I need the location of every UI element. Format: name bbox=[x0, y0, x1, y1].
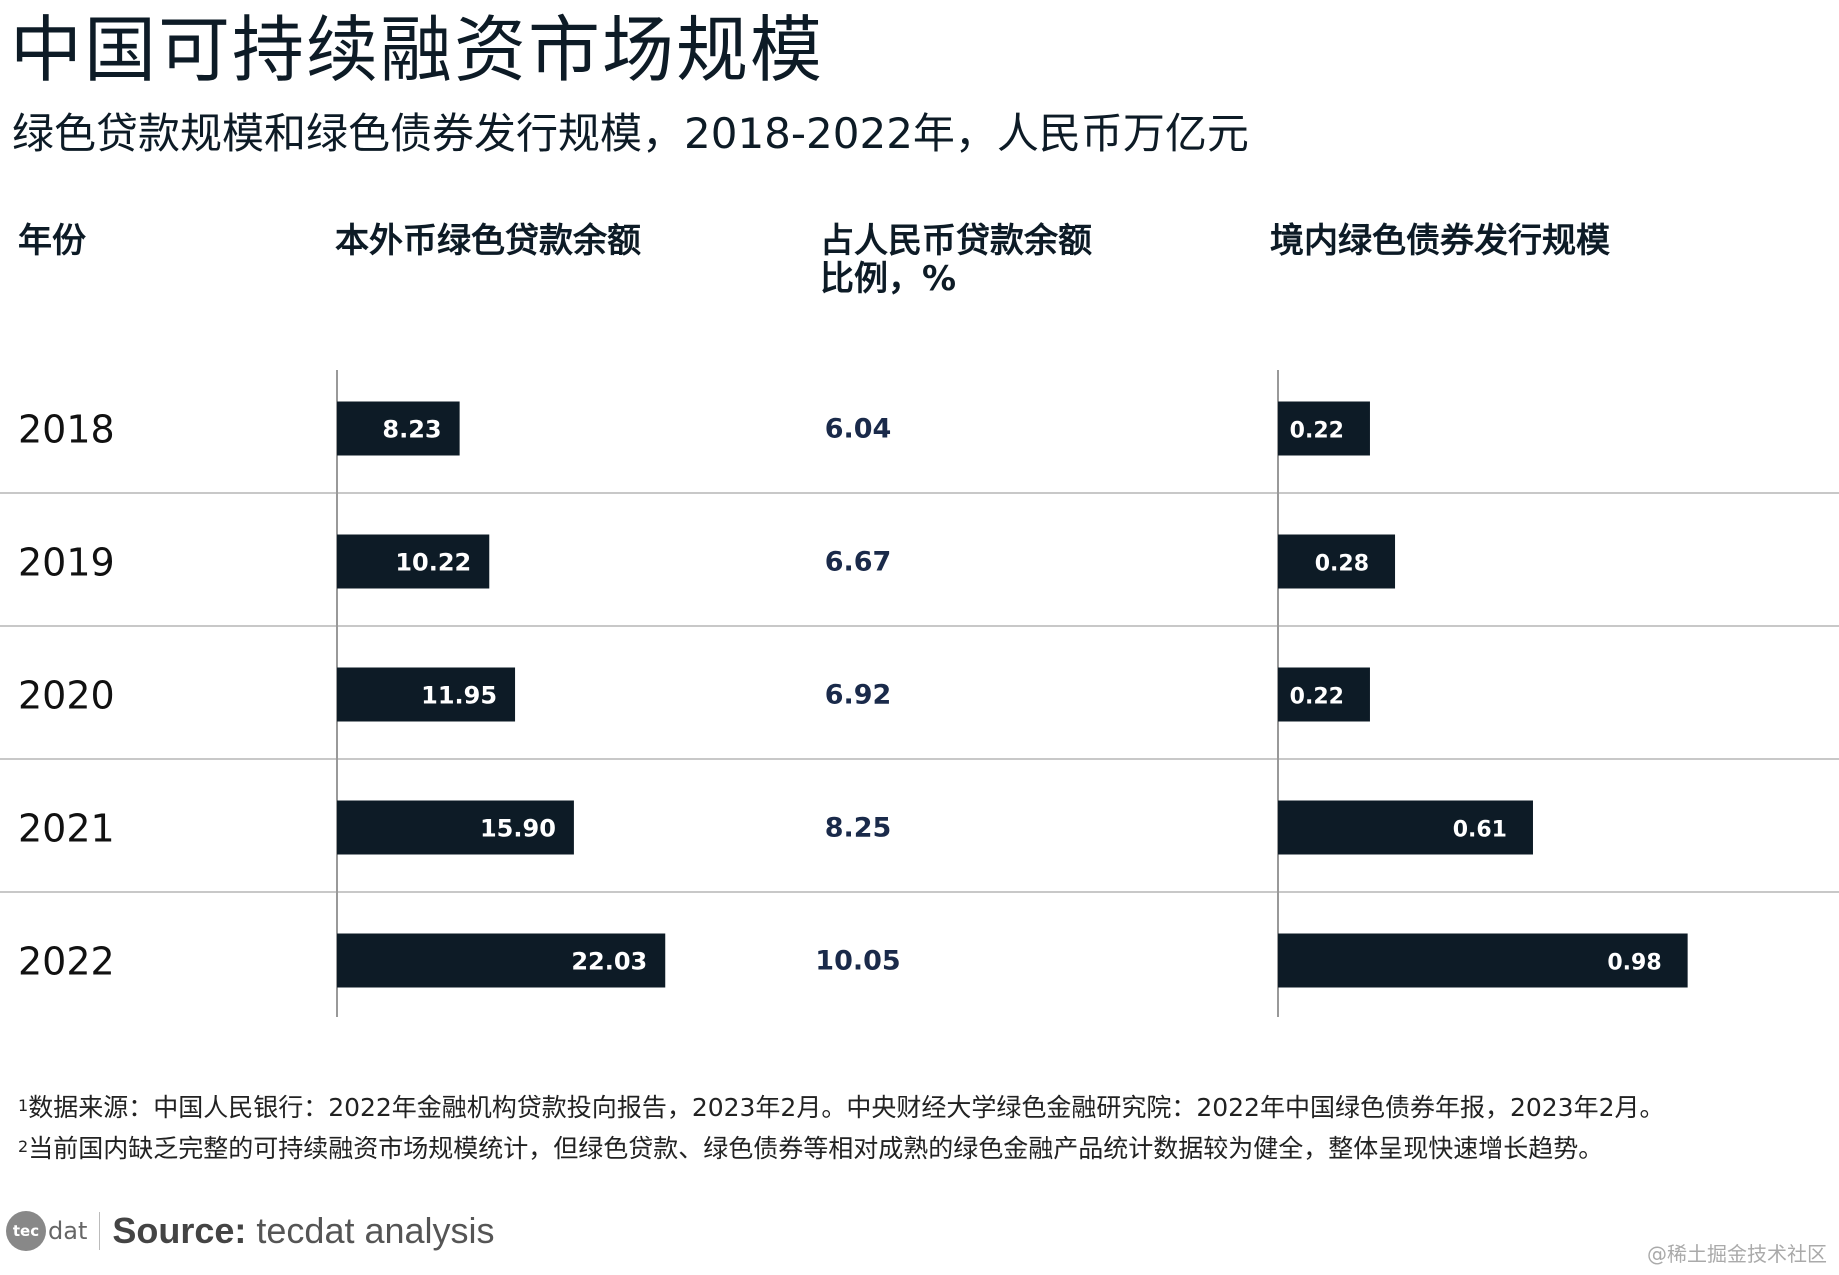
loan-bar bbox=[337, 800, 574, 855]
source-line: tec dat Source: tecdat analysis bbox=[6, 1208, 495, 1254]
footnote-2-mark: 2 bbox=[18, 1137, 29, 1156]
chart-subtitle: 绿色贷款规模和绿色债券发行规模，2018-2022年，人民币万亿元 bbox=[12, 109, 1249, 158]
ratio-value: 10.05 bbox=[815, 946, 900, 977]
ratio-value: 6.04 bbox=[825, 414, 892, 445]
chart-area: 2018 8.23 6.04 0.22 2019 10.22 6.67 0.28 2020 11.… bbox=[0, 360, 1839, 1036]
bond-bar-label: 0.22 bbox=[1290, 419, 1344, 444]
footnote-2: 2当前国内缺乏完整的可持续融资市场规模统计，但绿色贷款、绿色债券等相对成熟的绿色… bbox=[18, 1134, 1603, 1164]
ratio-value: 6.67 bbox=[825, 547, 892, 578]
bond-bar bbox=[1278, 667, 1370, 722]
header-bonds: 境内绿色债券发行规模 bbox=[1270, 221, 1610, 261]
header-year: 年份 bbox=[18, 221, 86, 261]
loan-bar bbox=[337, 667, 516, 722]
ratio-value: 6.92 bbox=[825, 680, 892, 711]
bond-bar bbox=[1278, 933, 1688, 988]
bond-bar-label: 0.22 bbox=[1290, 685, 1344, 710]
ratio-value: 8.25 bbox=[825, 813, 892, 844]
watermark: @稀土掘金技术社区 bbox=[1647, 1242, 1827, 1266]
year-label: 2018 bbox=[18, 408, 115, 452]
bond-bar bbox=[1278, 401, 1370, 456]
bond-bar bbox=[1278, 534, 1396, 589]
source-value: tecdat analysis bbox=[256, 1210, 495, 1251]
source-label: Source: bbox=[112, 1210, 247, 1251]
loan-bar-label: 10.22 bbox=[395, 549, 471, 577]
loan-bar-label: 8.23 bbox=[382, 416, 441, 444]
logo-separator bbox=[99, 1212, 101, 1250]
bond-bar-label: 0.98 bbox=[1607, 951, 1661, 976]
chart-svg: 2018 8.23 6.04 0.22 2019 10.22 6.67 0.28 2020 11.… bbox=[0, 370, 1839, 1017]
footnote-1-text: 数据来源：中国人民银行：2022年金融机构贷款投向报告，2023年2月。中央财经… bbox=[28, 1093, 1665, 1122]
footnote-1-mark: 1 bbox=[18, 1096, 29, 1115]
bond-bar-label: 0.28 bbox=[1315, 552, 1369, 577]
year-label: 2019 bbox=[18, 541, 115, 585]
year-label: 2022 bbox=[18, 940, 115, 984]
year-label: 2020 bbox=[18, 674, 115, 718]
header-ratio: 占人民币贷款余额 比例，% bbox=[820, 222, 1092, 298]
loan-bar bbox=[337, 933, 666, 988]
loan-bar bbox=[337, 534, 490, 589]
chart-title: 中国可持续融资市场规模 bbox=[10, 8, 825, 92]
year-label: 2021 bbox=[18, 807, 115, 851]
loan-bar-label: 11.95 bbox=[421, 682, 497, 710]
footnote-2-text: 当前国内缺乏完整的可持续融资市场规模统计，但绿色贷款、绿色债券等相对成熟的绿色金… bbox=[28, 1134, 1604, 1163]
header-ratio-line2: 比例，% bbox=[820, 259, 957, 299]
loan-bar bbox=[337, 401, 460, 456]
header-ratio-line1: 占人民币贷款余额 bbox=[820, 221, 1092, 261]
loan-bar-label: 22.03 bbox=[571, 948, 647, 976]
bond-bar-label: 0.61 bbox=[1453, 818, 1507, 843]
tecdat-logo-text: dat bbox=[48, 1217, 88, 1245]
loan-bar-label: 15.90 bbox=[480, 815, 556, 843]
header-loans: 本外币绿色贷款余额 bbox=[335, 221, 641, 261]
tecdat-logo-icon: tec bbox=[6, 1211, 46, 1251]
bond-bar bbox=[1278, 800, 1533, 855]
footnote-1: 1数据来源：中国人民银行：2022年金融机构贷款投向报告，2023年2月。中央财… bbox=[18, 1093, 1665, 1123]
